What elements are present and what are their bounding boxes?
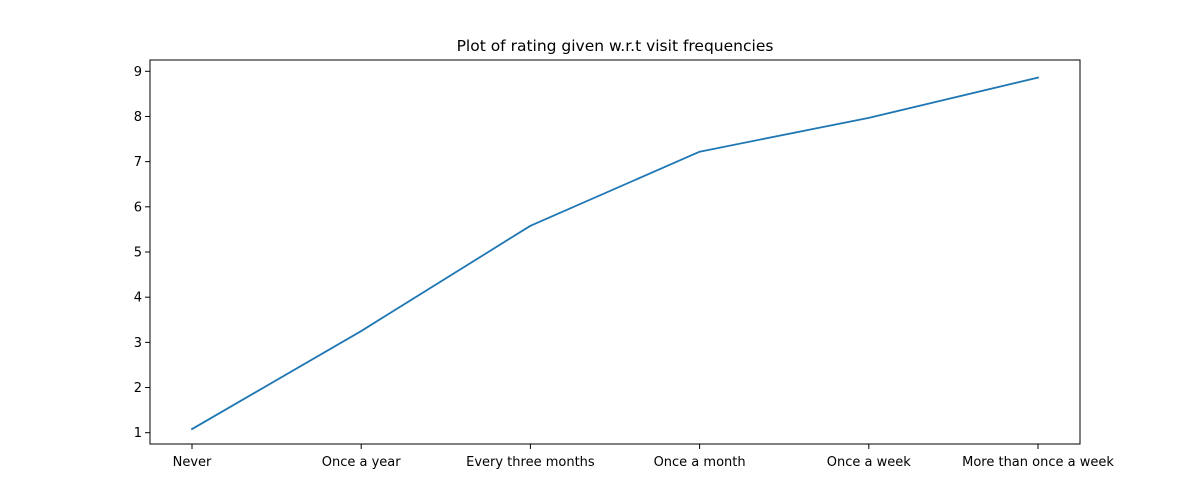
x-tick-label: Never bbox=[173, 455, 212, 470]
y-tick-label: 1 bbox=[134, 426, 142, 441]
y-tick-label: 3 bbox=[134, 336, 142, 351]
y-tick-label: 7 bbox=[134, 155, 142, 170]
x-tick-label: More than once a week bbox=[962, 455, 1114, 470]
x-tick-label: Once a week bbox=[827, 455, 911, 470]
y-tick-label: 2 bbox=[134, 381, 142, 396]
y-tick-label: 9 bbox=[134, 65, 142, 80]
y-tick-label: 5 bbox=[134, 246, 142, 261]
series-line bbox=[190, 76, 1040, 431]
chart-title: Plot of rating given w.r.t visit frequen… bbox=[457, 37, 774, 55]
plot-area: 1 2 3 4 5 6 7 8 9 Never Once a year Every three mon… bbox=[134, 59, 1114, 470]
y-tick-label: 4 bbox=[134, 291, 142, 306]
y-tick-label: 8 bbox=[134, 110, 142, 125]
axes-frame bbox=[149, 59, 1081, 445]
x-tick-label: Once a month bbox=[654, 455, 746, 470]
x-tick-label: Once a year bbox=[322, 455, 402, 470]
y-tick-label: 6 bbox=[134, 200, 142, 215]
x-tick-label: Every three months bbox=[466, 455, 595, 470]
